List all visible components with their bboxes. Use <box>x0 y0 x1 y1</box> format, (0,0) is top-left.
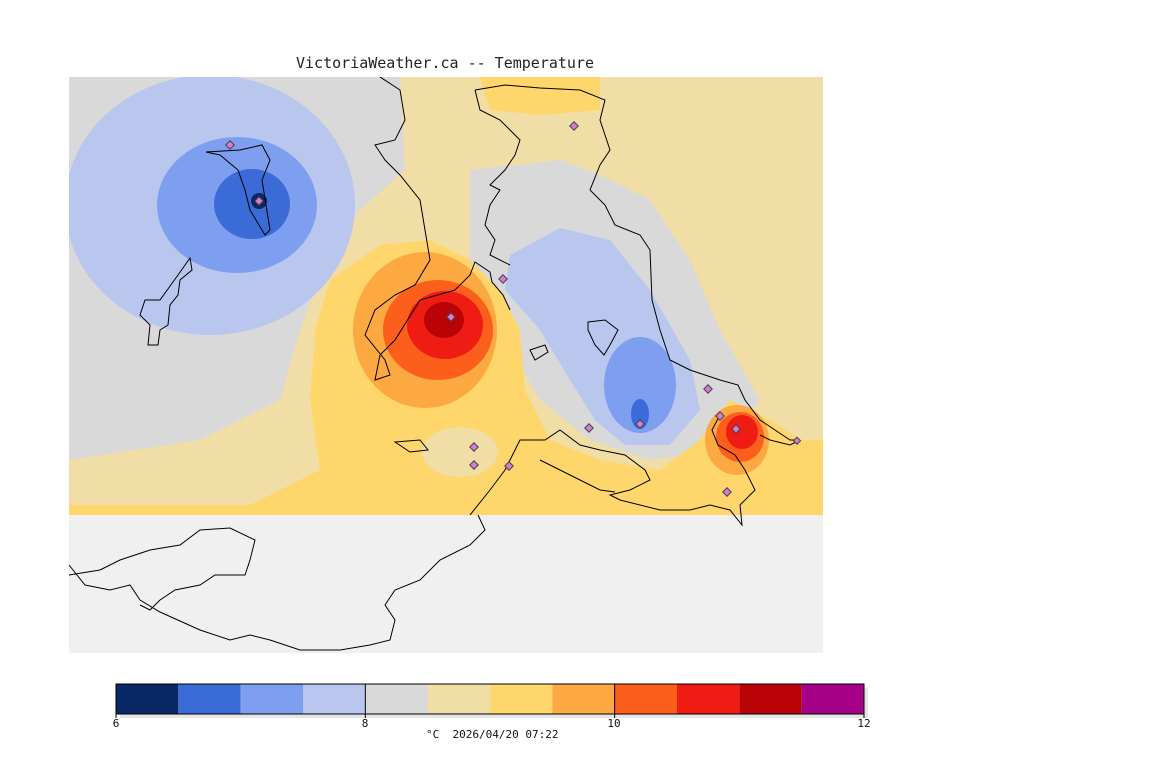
map-title: VictoriaWeather.ca -- Temperature <box>296 54 595 72</box>
legend-swatch-5 <box>427 684 490 714</box>
station-marker <box>584 423 594 433</box>
station-marker <box>498 274 508 284</box>
station-marker <box>722 487 732 497</box>
legend-tick-10: 10 <box>607 717 621 730</box>
station-marker <box>635 419 645 429</box>
station-marker <box>731 424 741 434</box>
coastline-mainland-north <box>68 527 256 611</box>
contour-central-darkred <box>424 302 464 338</box>
coastline-west-island <box>205 144 271 236</box>
legend-swatch-6 <box>490 684 553 714</box>
units-timestamp: °C 2026/04/20 07:22 <box>426 728 559 741</box>
station-marker <box>254 196 264 206</box>
contour-yellow-north <box>480 77 600 115</box>
legend-swatch-8 <box>614 684 677 714</box>
contour-se-red <box>726 415 758 449</box>
station-marker <box>225 140 235 150</box>
coastline-south-point <box>539 459 616 493</box>
station-markers <box>225 121 802 497</box>
coastline-small-islet <box>529 344 549 361</box>
coastline-west-peninsula <box>139 256 193 346</box>
legend-swatch-11 <box>801 684 864 714</box>
station-marker <box>446 312 456 322</box>
legend-swatch-7 <box>552 684 615 714</box>
legend-swatch-9 <box>677 684 740 714</box>
contour-east-midblue <box>631 399 649 429</box>
station-marker <box>715 411 725 421</box>
coastline-north-arm <box>474 84 801 446</box>
color-legend-bar <box>115 683 868 718</box>
legend-swatch-4 <box>365 684 428 714</box>
contour-tan-south <box>422 427 498 477</box>
coastlines <box>68 76 801 651</box>
station-marker <box>703 384 713 394</box>
legend-tick-8: 8 <box>361 717 369 730</box>
legend-swatch-1 <box>178 684 241 714</box>
station-marker <box>504 461 514 471</box>
legend-tick-6: 6 <box>112 717 120 730</box>
coastline-south-shore <box>469 414 756 527</box>
legend-swatch-2 <box>240 684 303 714</box>
coastline-east-islet <box>587 319 619 356</box>
coastline-north-arm-west <box>474 89 521 266</box>
station-marker <box>469 442 479 452</box>
station-marker <box>469 460 479 470</box>
legend-swatch-0 <box>116 684 179 714</box>
temperature-contours <box>69 77 823 515</box>
coastline-south-islet <box>393 439 429 453</box>
station-marker <box>569 121 579 131</box>
legend-swatch-3 <box>303 684 366 714</box>
legend-tick-12: 12 <box>857 717 871 730</box>
coastline-central-west <box>364 76 511 381</box>
legend-swatch-10 <box>739 684 802 714</box>
coastline-mainland-south <box>68 514 486 651</box>
station-marker <box>792 436 802 445</box>
contour-east-blue <box>604 337 676 433</box>
